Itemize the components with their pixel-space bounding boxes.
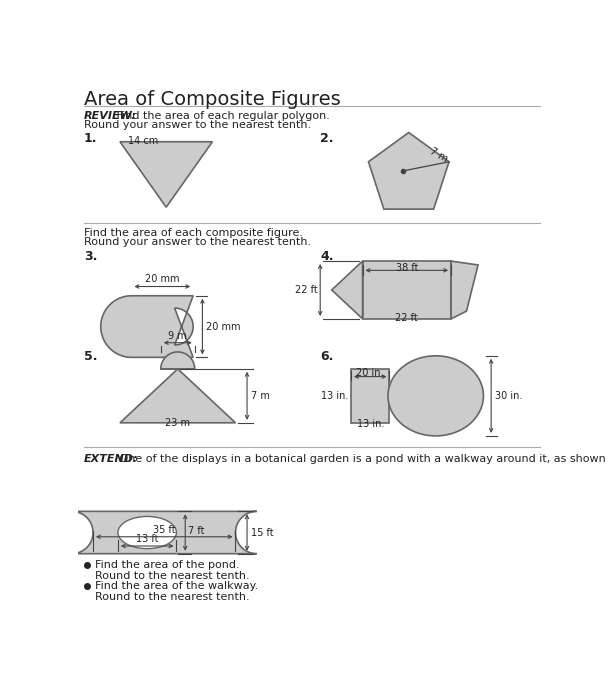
Text: 7 m: 7 m xyxy=(428,146,449,164)
Text: 4.: 4. xyxy=(320,250,334,262)
Text: REVIEW:: REVIEW: xyxy=(84,111,137,121)
Text: 13 ft: 13 ft xyxy=(136,535,158,545)
Text: 7 ft: 7 ft xyxy=(188,526,204,536)
Polygon shape xyxy=(451,261,478,319)
Polygon shape xyxy=(120,141,213,207)
Text: Find the area of the pond.: Find the area of the pond. xyxy=(94,560,239,570)
Text: 1.: 1. xyxy=(84,132,97,145)
Text: 20 in.: 20 in. xyxy=(356,368,384,378)
Bar xyxy=(351,369,390,423)
Text: 20 mm: 20 mm xyxy=(206,321,241,332)
Text: 5.: 5. xyxy=(84,349,97,363)
Text: Area of Composite Figures: Area of Composite Figures xyxy=(84,90,340,109)
Ellipse shape xyxy=(118,517,177,549)
Text: 22 ft: 22 ft xyxy=(395,313,418,323)
Text: EXTEND:: EXTEND: xyxy=(84,454,138,463)
Text: One of the displays in a botanical garden is a pond with a walkway around it, as: One of the displays in a botanical garde… xyxy=(116,454,609,463)
Polygon shape xyxy=(368,132,449,209)
Text: 30 in.: 30 in. xyxy=(495,391,523,401)
Text: 13 in.: 13 in. xyxy=(356,419,384,429)
Text: Round your answer to the nearest tenth.: Round your answer to the nearest tenth. xyxy=(84,237,311,247)
Text: 15 ft: 15 ft xyxy=(251,528,273,538)
Text: 7 m: 7 m xyxy=(251,391,270,401)
Text: Find the area of each composite figure.: Find the area of each composite figure. xyxy=(84,228,303,238)
Polygon shape xyxy=(120,369,236,423)
Polygon shape xyxy=(100,295,193,357)
Text: 9 m: 9 m xyxy=(168,331,187,341)
Text: 13 in.: 13 in. xyxy=(322,391,349,401)
Text: 6.: 6. xyxy=(320,349,334,363)
Bar xyxy=(362,261,451,319)
Text: Find the area of each regular polygon.: Find the area of each regular polygon. xyxy=(113,111,330,121)
Text: 35 ft: 35 ft xyxy=(153,525,175,536)
Polygon shape xyxy=(161,352,195,369)
Text: 2.: 2. xyxy=(320,132,334,145)
Ellipse shape xyxy=(388,356,484,436)
Text: 38 ft: 38 ft xyxy=(396,262,418,272)
Polygon shape xyxy=(332,261,362,319)
Text: 20 mm: 20 mm xyxy=(145,274,180,284)
Text: Find the area of the walkway.: Find the area of the walkway. xyxy=(94,581,258,591)
Text: 14 cm: 14 cm xyxy=(128,136,158,146)
Text: 22 ft: 22 ft xyxy=(295,285,318,295)
Polygon shape xyxy=(72,511,256,554)
Text: 23 m: 23 m xyxy=(165,418,190,428)
Text: Round your answer to the nearest tenth.: Round your answer to the nearest tenth. xyxy=(84,120,311,130)
Text: Round to the nearest tenth.: Round to the nearest tenth. xyxy=(94,571,249,581)
Text: 3.: 3. xyxy=(84,250,97,262)
Text: Round to the nearest tenth.: Round to the nearest tenth. xyxy=(94,592,249,602)
